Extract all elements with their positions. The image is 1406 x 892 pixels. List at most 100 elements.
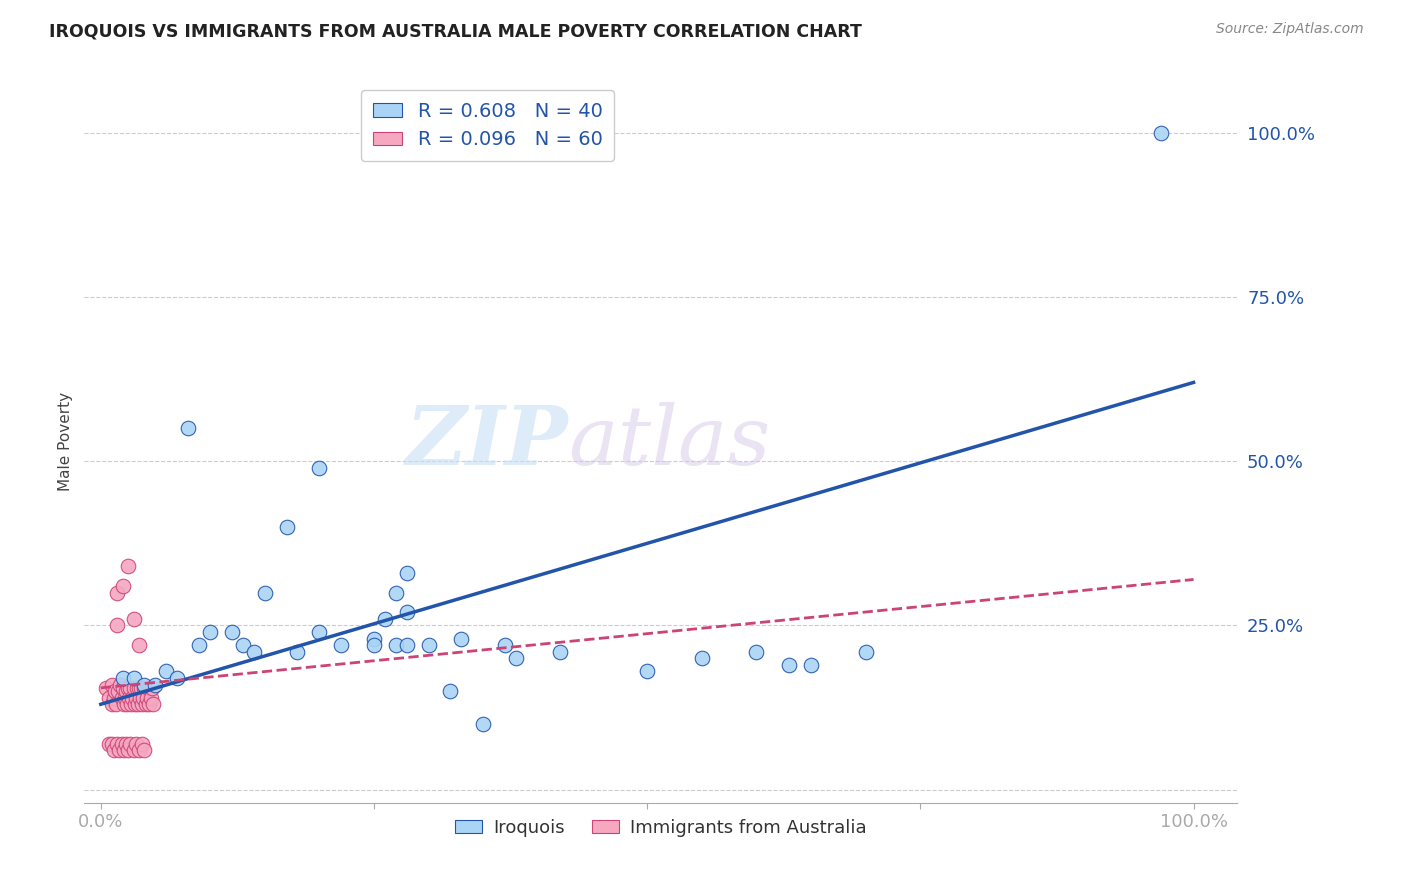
Point [111,681,134,695]
Point [439,684,461,698]
Point [120,681,142,695]
Point [450,632,472,646]
Point [120,698,142,712]
Point [112,698,135,712]
Point [129,690,152,705]
Point [287,645,309,659]
Point [110,690,132,705]
Point [155,665,177,679]
Point [111,579,134,593]
Point [134,743,156,757]
Point [124,698,146,712]
Point [330,638,353,652]
Point [135,690,157,705]
Point [177,421,200,435]
Point [128,681,150,695]
Point [122,671,145,685]
Point [98,737,121,751]
Point [136,681,159,695]
Legend: Iroquois, Immigrants from Australia: Iroquois, Immigrants from Australia [449,812,873,845]
Point [114,690,136,705]
Point [308,460,330,475]
Point [253,585,276,599]
Point [385,585,408,599]
Point [132,690,155,705]
Text: IROQUOIS VS IMMIGRANTS FROM AUSTRALIA MALE POVERTY CORRELATION CHART: IROQUOIS VS IMMIGRANTS FROM AUSTRALIA MA… [49,22,862,40]
Point [111,671,134,685]
Y-axis label: Male Poverty: Male Poverty [58,392,73,491]
Point [96,681,118,695]
Point [115,684,138,698]
Point [242,645,264,659]
Point [363,638,385,652]
Point [139,690,162,705]
Point [121,690,143,705]
Point [395,638,418,652]
Point [100,698,122,712]
Point [128,638,150,652]
Point [105,585,128,599]
Point [778,657,800,672]
Point [107,684,129,698]
Point [142,698,165,712]
Point [188,638,211,652]
Point [110,737,132,751]
Point [127,698,149,712]
Point [100,737,122,751]
Point [103,690,125,705]
Point [131,737,153,751]
Point [385,638,408,652]
Point [120,737,142,751]
Point [125,681,148,695]
Point [363,632,385,646]
Point [117,743,139,757]
Point [494,638,516,652]
Point [115,737,138,751]
Point [374,612,396,626]
Point [139,681,162,695]
Point [855,645,877,659]
Point [395,605,418,619]
Point [117,559,139,574]
Point [141,681,163,695]
Point [108,743,131,757]
Point [472,717,495,731]
Point [308,625,330,640]
Point [166,671,188,685]
Point [112,743,135,757]
Point [131,698,153,712]
Point [100,677,122,691]
Point [745,645,768,659]
Point [800,657,823,672]
Point [134,681,156,695]
Point [128,743,150,757]
Point [276,520,298,534]
Point [129,681,152,695]
Text: ZIP: ZIP [406,401,568,482]
Text: atlas: atlas [568,401,770,482]
Point [134,677,156,691]
Point [118,690,141,705]
Point [105,737,128,751]
Point [125,737,148,751]
Point [145,677,167,691]
Point [105,698,128,712]
Point [548,645,571,659]
Point [505,651,527,665]
Point [395,566,418,580]
Point [125,690,148,705]
Point [104,684,127,698]
Point [1150,126,1173,140]
Point [198,625,221,640]
Point [690,651,713,665]
Point [98,690,121,705]
Point [103,743,125,757]
Point [221,625,243,640]
Point [232,638,254,652]
Point [122,681,145,695]
Point [117,681,139,695]
Point [105,618,128,632]
Text: Source: ZipAtlas.com: Source: ZipAtlas.com [1216,22,1364,37]
Point [115,698,138,712]
Point [110,677,132,691]
